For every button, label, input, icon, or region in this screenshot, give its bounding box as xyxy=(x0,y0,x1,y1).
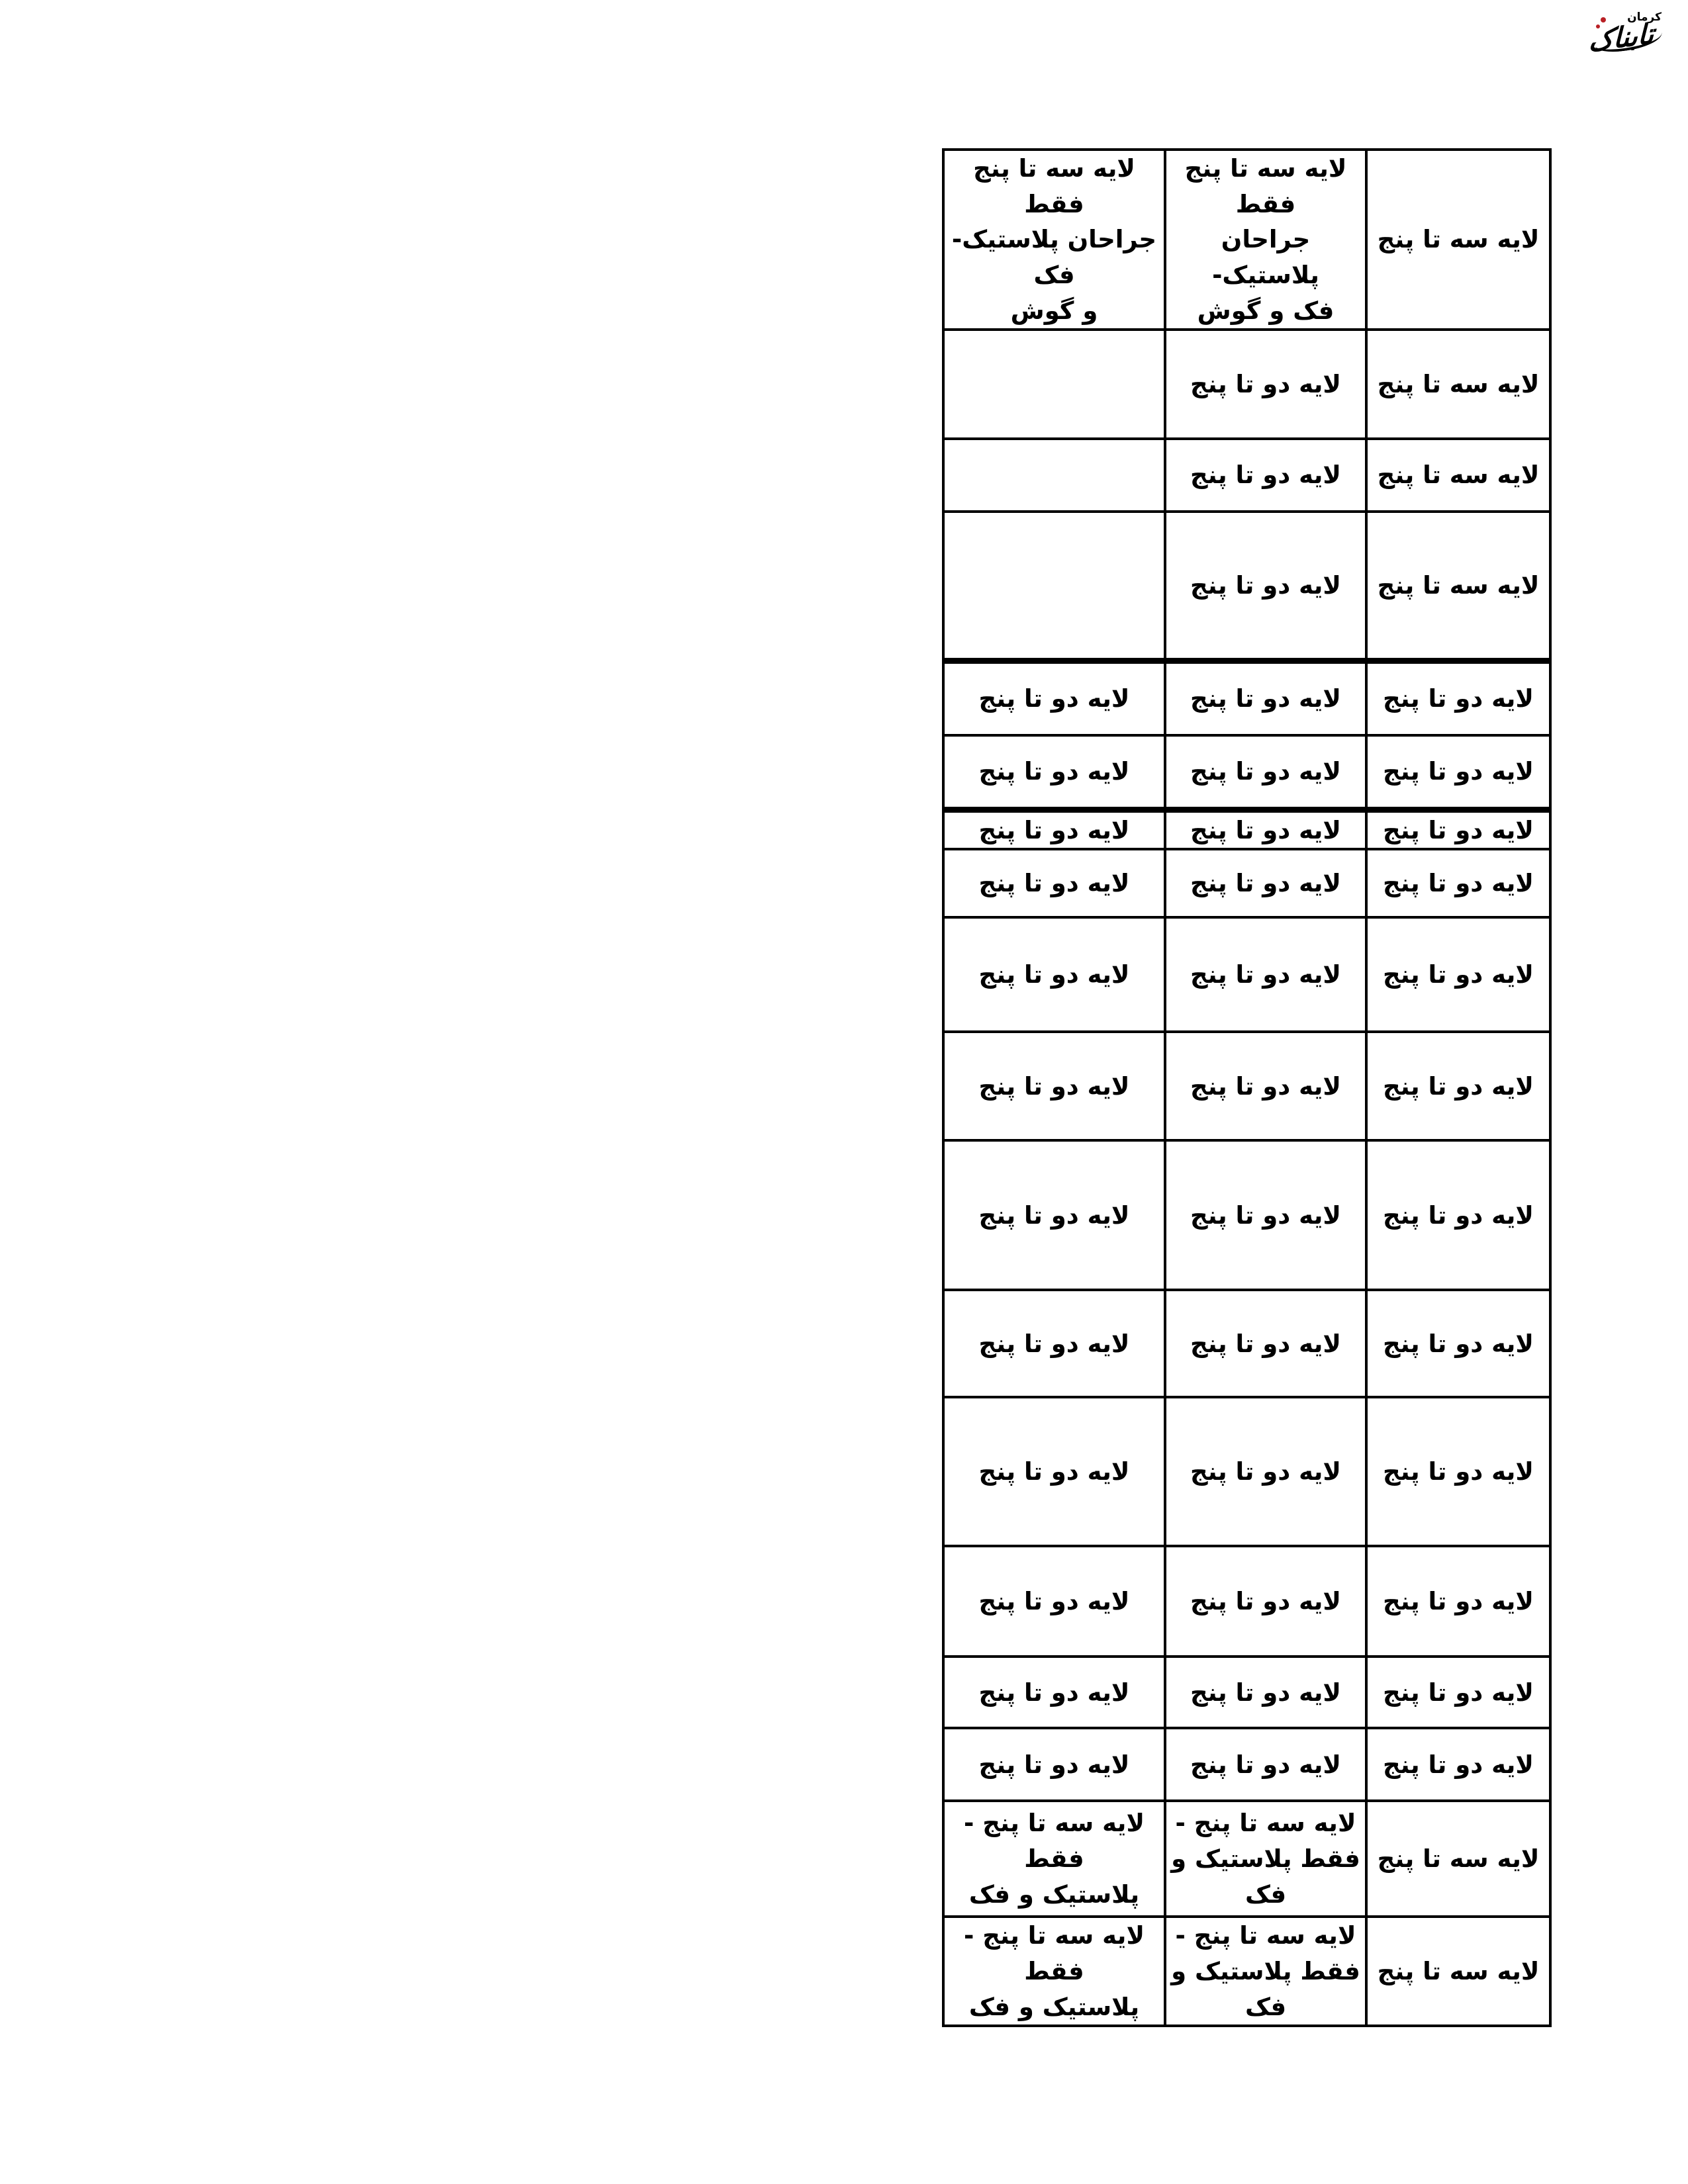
table-row: لایه دو تا پنج لایه دو تا پنج لایه دو تا پ… xyxy=(942,916,1552,1034)
table-cell: لایه دو تا پنج xyxy=(942,1727,1166,1803)
table-cell: لایه دو تا پنج xyxy=(942,1655,1166,1730)
table-cell: لایه دو تا پنج xyxy=(1365,1289,1552,1399)
table-cell: لایه دو تا پنج xyxy=(1365,1655,1552,1730)
table-cell: لایه دو تا پنج xyxy=(942,1545,1166,1659)
table-cell: لایه دو تا پنج xyxy=(1164,734,1368,813)
table-cell: لایه دو تا پنج xyxy=(1164,1727,1368,1803)
table-cell: لایه سه تا پنج xyxy=(1365,437,1552,514)
table-cell: لایه دو تا پنج xyxy=(1365,1727,1552,1803)
logo-city-text: کرمان xyxy=(1627,11,1662,24)
table-cell: لایه سه تا پنج xyxy=(1365,148,1552,332)
table-row: لایه سه تا پنج لایه دو تا پنج xyxy=(942,510,1552,664)
table-cell: لایه دو تا پنج xyxy=(1164,1545,1368,1659)
table-cell: لایه دو تا پنج xyxy=(1365,848,1552,919)
table-cell: لایه دو تا پنج xyxy=(1164,1030,1368,1142)
table-cell: لایه دو تا پنج xyxy=(1164,916,1368,1034)
table-cell: لایه دو تا پنج xyxy=(942,916,1166,1034)
table-cell: لایه سه تا پنج - فقط پلاستیک و فک xyxy=(1164,1799,1368,1919)
table-cell: لایه دو تا پنج xyxy=(942,734,1166,813)
table-row: لایه دو تا پنج لایه دو تا پنج لایه دو تا پ… xyxy=(942,1727,1552,1803)
table-cell: لایه دو تا پنج xyxy=(1365,1545,1552,1659)
table-cell: لایه دو تا پنج xyxy=(942,659,1166,737)
table-row: لایه دو تا پنج لایه دو تا پنج لایه دو تا پ… xyxy=(942,1139,1552,1292)
table-cell xyxy=(942,510,1166,664)
table-cell: لایه دو تا پنج xyxy=(1164,437,1368,514)
table-cell: لایه سه تا پنج - فقط پلاستیک و فک xyxy=(942,1799,1166,1919)
table-cell: لایه دو تا پنج xyxy=(1365,916,1552,1034)
table-row: لایه سه تا پنج لایه سه تا پنج - فقط پلاست… xyxy=(942,1799,1552,1919)
table-cell xyxy=(942,328,1166,441)
table-cell: لایه سه تا پنج xyxy=(1365,510,1552,664)
table-row: لایه دو تا پنج لایه دو تا پنج لایه دو تا پ… xyxy=(942,1396,1552,1548)
table-cell: لایه دو تا پنج xyxy=(1365,1030,1552,1142)
table-cell: لایه سه تا پنج - فقط پلاستیک و فک xyxy=(942,1915,1166,2028)
table-row: لایه سه تا پنج لایه سه تا پنج فقط جراحان … xyxy=(942,148,1552,332)
table-cell: لایه دو تا پنج xyxy=(1164,848,1368,919)
table-cell: لایه دو تا پنج xyxy=(1164,1655,1368,1730)
table-cell: لایه دو تا پنج xyxy=(1365,1396,1552,1548)
table-cell: لایه دو تا پنج xyxy=(1164,659,1368,737)
table-cell: لایه دو تا پنج xyxy=(1164,328,1368,441)
table-row: لایه سه تا پنج لایه سه تا پنج - فقط پلاست… xyxy=(942,1915,1552,2028)
table-cell: لایه سه تا پنج - فقط پلاستیک و فک xyxy=(1164,1915,1368,2028)
table-cell: لایه دو تا پنج xyxy=(1164,1396,1368,1548)
table-row: لایه دو تا پنج لایه دو تا پنج لایه دو تا پ… xyxy=(942,808,1552,851)
table-row: لایه دو تا پنج لایه دو تا پنج لایه دو تا پ… xyxy=(942,848,1552,919)
tabnak-kerman-logo: کرمان تابناک xyxy=(1585,7,1671,58)
table-row: لایه دو تا پنج لایه دو تا پنج لایه دو تا پ… xyxy=(942,1655,1552,1730)
layers-table: لایه سه تا پنج لایه سه تا پنج فقط جراحان … xyxy=(942,148,1552,2028)
table-row: لایه سه تا پنج لایه دو تا پنج xyxy=(942,437,1552,514)
table-row: لایه سه تا پنج لایه دو تا پنج xyxy=(942,328,1552,441)
table-row: لایه دو تا پنج لایه دو تا پنج لایه دو تا پ… xyxy=(942,734,1552,813)
table-cell: لایه دو تا پنج xyxy=(942,848,1166,919)
table-row: لایه دو تا پنج لایه دو تا پنج لایه دو تا پ… xyxy=(942,659,1552,737)
table-cell: لایه دو تا پنج xyxy=(1365,808,1552,851)
table-cell: لایه دو تا پنج xyxy=(942,1030,1166,1142)
table-row: لایه دو تا پنج لایه دو تا پنج لایه دو تا پ… xyxy=(942,1289,1552,1399)
layers-table-body: لایه سه تا پنج لایه سه تا پنج فقط جراحان … xyxy=(942,148,1552,2028)
table-cell: لایه سه تا پنج فقط جراحان پلاستیک-فک و گ… xyxy=(942,148,1166,332)
table-cell: لایه سه تا پنج فقط جراحان پلاستیک- فک و … xyxy=(1164,148,1368,332)
table-row: لایه دو تا پنج لایه دو تا پنج لایه دو تا پ… xyxy=(942,1545,1552,1659)
table-cell: لایه سه تا پنج xyxy=(1365,1915,1552,2028)
table-row: لایه دو تا پنج لایه دو تا پنج لایه دو تا پ… xyxy=(942,1030,1552,1142)
table-cell: لایه دو تا پنج xyxy=(1365,734,1552,813)
table-cell: لایه دو تا پنج xyxy=(942,1396,1166,1548)
table-cell: لایه دو تا پنج xyxy=(1164,808,1368,851)
table-cell: لایه سه تا پنج xyxy=(1365,328,1552,441)
table-cell xyxy=(942,437,1166,514)
table-cell: لایه دو تا پنج xyxy=(942,1289,1166,1399)
table-cell: لایه دو تا پنج xyxy=(1164,1139,1368,1292)
logo-red-dot-icon xyxy=(1601,17,1606,23)
table-cell: لایه دو تا پنج xyxy=(942,1139,1166,1292)
table-cell: لایه سه تا پنج xyxy=(1365,1799,1552,1919)
table-cell: لایه دو تا پنج xyxy=(1365,1139,1552,1292)
table-cell: لایه دو تا پنج xyxy=(942,808,1166,851)
table-cell: لایه دو تا پنج xyxy=(1365,659,1552,737)
logo-red-dot-icon xyxy=(1596,24,1600,28)
table-cell: لایه دو تا پنج xyxy=(1164,1289,1368,1399)
table-cell: لایه دو تا پنج xyxy=(1164,510,1368,664)
